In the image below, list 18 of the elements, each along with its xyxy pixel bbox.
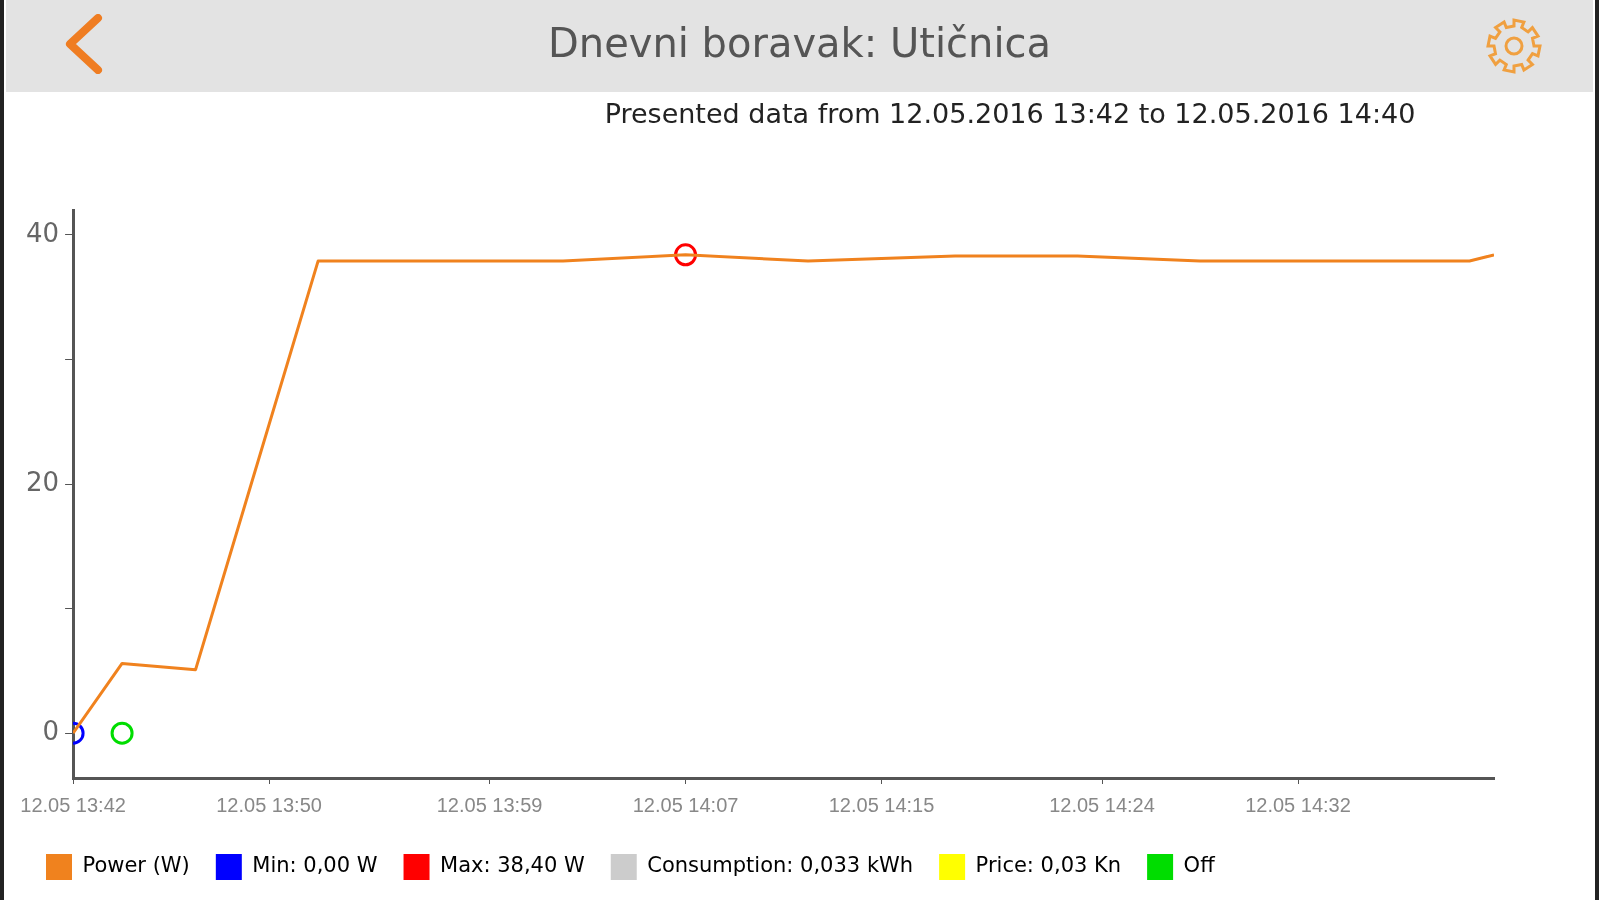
legend-label: Min: 0,00 W xyxy=(252,853,378,878)
x-tick-label: 12.05 13:50 xyxy=(216,793,322,816)
x-tick-label: 12.05 14:24 xyxy=(1049,793,1155,816)
y-tick-label: 20 xyxy=(25,466,60,497)
chart-title: Dnevni boravak: Utičnica xyxy=(547,20,1052,66)
legend-label: Power (W) xyxy=(82,853,190,878)
x-tick-label: 12.05 14:15 xyxy=(828,793,935,816)
x-tick-label: 12.05 14:32 xyxy=(1245,793,1351,816)
legend-label: Off xyxy=(1183,853,1216,878)
legend-label: Max: 38,40 W xyxy=(440,853,585,878)
legend-label: Consumption: 0,033 kWh xyxy=(647,853,914,878)
x-tick-label: 12.05 13:42 xyxy=(20,793,126,816)
chart-subtitle: Presented data from 12.05.2016 13:42 to 12.05.2016 14:40 xyxy=(603,98,1417,129)
legend-label: Price: 0,03 Kn xyxy=(975,853,1122,878)
x-tick-label: 12.05 13:59 xyxy=(436,793,543,816)
x-tick-label: 12.05 14:07 xyxy=(632,793,739,816)
y-tick-label: 0 xyxy=(42,715,60,746)
y-tick-label: 40 xyxy=(25,217,60,248)
